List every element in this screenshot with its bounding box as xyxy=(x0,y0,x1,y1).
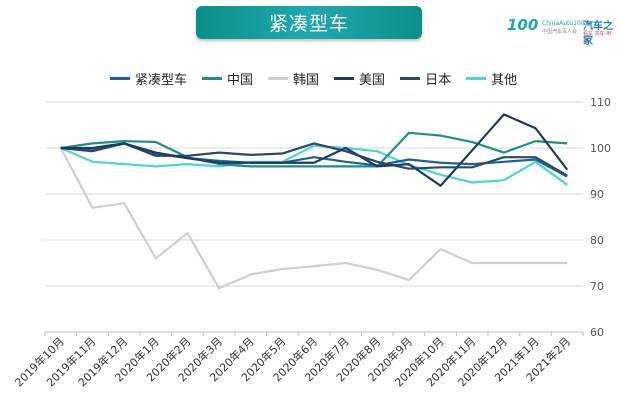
y-tick-label: 70 xyxy=(590,280,604,293)
legend-label: 紧凑型车 xyxy=(135,72,188,88)
legend-label: 其他 xyxy=(491,72,518,88)
chart-title: 紧凑型车 xyxy=(268,13,349,35)
legend-item: 其他 xyxy=(466,69,517,88)
brand-logo: 100 ChinaAuto100 中国汽车百人会 汽车之家 看车 买车 用车 xyxy=(507,16,615,47)
series-line-2 xyxy=(59,147,568,290)
legend-item: 美国 xyxy=(334,69,385,88)
legend-swatch xyxy=(334,76,355,80)
legend-item: 中国 xyxy=(202,69,253,88)
legend-item: 韩国 xyxy=(268,69,319,88)
legend-label: 韩国 xyxy=(293,72,320,88)
legend-label: 中国 xyxy=(227,72,254,88)
series-line-3 xyxy=(60,113,569,187)
logo-mark: 100 xyxy=(507,16,539,34)
y-tick-label: 100 xyxy=(590,142,611,155)
y-tick-label: 90 xyxy=(590,188,604,201)
legend-swatch xyxy=(268,76,289,80)
logo-sub: 中国汽车百人会 xyxy=(542,29,578,35)
legend-label: 日本 xyxy=(425,72,452,88)
y-tick-label: 110 xyxy=(590,96,611,109)
logo-brand-sub: 看车 买车 用车 xyxy=(583,31,612,44)
chart-title-banner: 紧凑型车 xyxy=(196,6,422,39)
chart-legend: 紧凑型车 中国 韩国 美国 日本 其他 xyxy=(110,68,517,88)
series-line-1 xyxy=(60,131,568,168)
legend-swatch xyxy=(202,76,223,80)
legend-swatch xyxy=(400,76,421,80)
y-tick-label: 60 xyxy=(590,326,604,339)
y-tick-label: 80 xyxy=(590,234,604,247)
series-line-5 xyxy=(60,144,568,186)
legend-label: 美国 xyxy=(359,72,386,88)
logo-name: ChinaAuto100 xyxy=(542,20,585,27)
legend-item: 日本 xyxy=(400,69,451,88)
legend-swatch xyxy=(466,76,487,80)
legend-swatch xyxy=(110,76,130,80)
series-line-4 xyxy=(60,142,568,177)
logo-brand: 汽车之家 xyxy=(583,21,613,47)
legend-item: 紧凑型车 xyxy=(110,69,187,88)
